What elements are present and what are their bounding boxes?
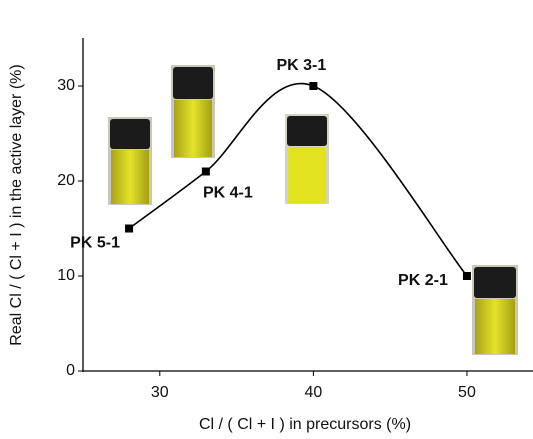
x-tick-label: 50	[458, 384, 476, 401]
point-label: PK 5-1	[70, 235, 120, 252]
vial-photos	[108, 65, 518, 355]
point-label: PK 3-1	[276, 57, 326, 74]
y-tick-label: 10	[57, 267, 75, 284]
vial	[472, 265, 518, 355]
point	[201, 167, 210, 176]
y-axis-title: Real Cl / ( Cl + I ) in the active layer…	[8, 64, 25, 345]
vial	[285, 114, 329, 204]
x-axis-title: Cl / ( Cl + I ) in precursors (%)	[199, 416, 411, 433]
point	[125, 224, 134, 233]
vial	[171, 65, 215, 158]
y-tick-label: 20	[57, 172, 75, 189]
x-tick-label: 40	[304, 384, 322, 401]
point	[309, 82, 318, 90]
point	[462, 272, 471, 280]
y-tick-label: 0	[66, 362, 75, 379]
x-tick-label: 30	[151, 384, 169, 401]
point-label: PK 4-1	[203, 185, 253, 202]
point-label: PK 2-1	[398, 272, 448, 289]
vial	[108, 117, 152, 205]
curve	[128, 82, 468, 277]
y-tick-label: 30	[57, 77, 75, 94]
